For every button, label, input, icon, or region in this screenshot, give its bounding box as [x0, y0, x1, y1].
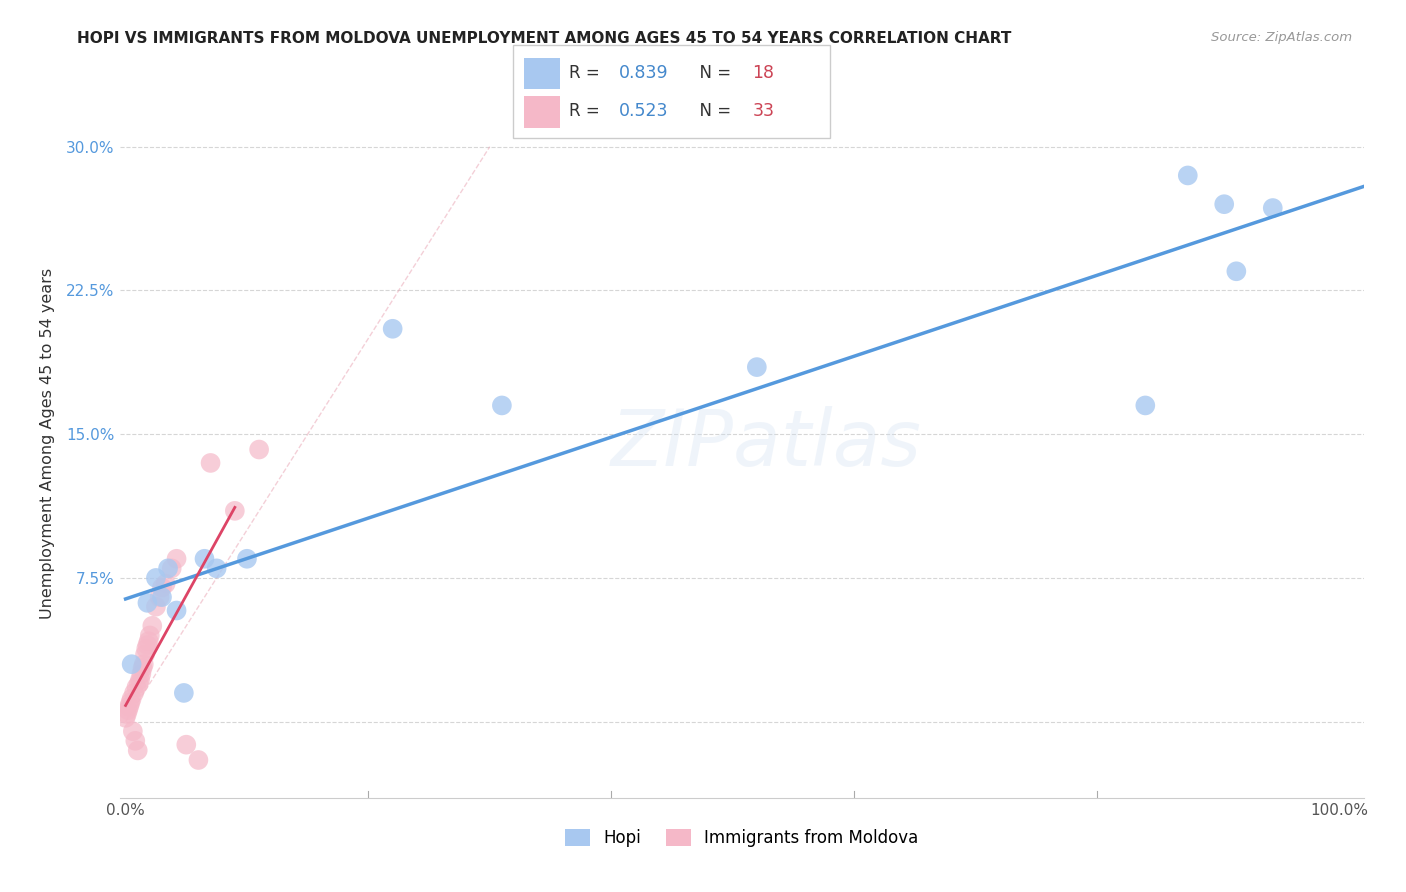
Legend: Hopi, Immigrants from Moldova: Hopi, Immigrants from Moldova	[558, 822, 925, 854]
Point	[131, 661, 153, 675]
Point	[129, 673, 152, 687]
Point	[247, 442, 270, 457]
Point	[1135, 399, 1157, 413]
Point	[491, 399, 513, 413]
Point	[1177, 169, 1199, 183]
Point	[141, 619, 163, 633]
Point	[187, 753, 209, 767]
Text: R =: R =	[569, 64, 606, 82]
Point	[166, 551, 188, 566]
Point	[173, 686, 195, 700]
Point	[135, 641, 157, 656]
Point	[236, 551, 259, 566]
Text: N =: N =	[689, 103, 737, 120]
Point	[124, 734, 146, 748]
Point	[120, 696, 142, 710]
Point	[157, 561, 180, 575]
Point	[121, 657, 143, 672]
Text: 18: 18	[752, 64, 775, 82]
FancyBboxPatch shape	[513, 45, 830, 138]
Point	[121, 724, 143, 739]
Point	[134, 648, 156, 662]
Point	[745, 360, 768, 375]
Point	[145, 571, 167, 585]
Point	[132, 657, 155, 672]
Point	[122, 686, 145, 700]
Text: ZIPatlas: ZIPatlas	[612, 406, 922, 482]
Text: 33: 33	[752, 103, 775, 120]
Point	[1213, 197, 1236, 211]
Point	[148, 590, 170, 604]
Point	[125, 680, 148, 694]
Point	[205, 561, 228, 575]
Point	[1225, 264, 1247, 278]
Point	[136, 638, 159, 652]
Point	[1261, 201, 1284, 215]
Point	[117, 703, 139, 717]
Point	[139, 628, 162, 642]
Point	[128, 676, 150, 690]
Point	[224, 504, 246, 518]
Point	[127, 743, 149, 757]
Point	[118, 699, 141, 714]
Text: R =: R =	[569, 103, 606, 120]
Point	[131, 666, 153, 681]
Point	[150, 590, 173, 604]
Text: Source: ZipAtlas.com: Source: ZipAtlas.com	[1212, 31, 1353, 45]
Point	[136, 596, 159, 610]
Point	[193, 551, 215, 566]
Point	[150, 581, 173, 595]
Text: 0.839: 0.839	[619, 64, 668, 82]
Point	[138, 634, 160, 648]
FancyBboxPatch shape	[524, 96, 560, 128]
Point	[381, 322, 404, 336]
Point	[115, 706, 138, 721]
Point	[121, 691, 143, 706]
Text: 0.523: 0.523	[619, 103, 668, 120]
Point	[166, 603, 188, 617]
Point	[114, 711, 136, 725]
Y-axis label: Unemployment Among Ages 45 to 54 years: Unemployment Among Ages 45 to 54 years	[39, 268, 55, 619]
FancyBboxPatch shape	[524, 58, 560, 89]
Text: N =: N =	[689, 64, 737, 82]
Point	[200, 456, 222, 470]
Point	[174, 738, 197, 752]
Text: HOPI VS IMMIGRANTS FROM MOLDOVA UNEMPLOYMENT AMONG AGES 45 TO 54 YEARS CORRELATI: HOPI VS IMMIGRANTS FROM MOLDOVA UNEMPLOY…	[77, 31, 1012, 46]
Point	[155, 576, 177, 591]
Point	[145, 599, 167, 614]
Point	[160, 561, 183, 575]
